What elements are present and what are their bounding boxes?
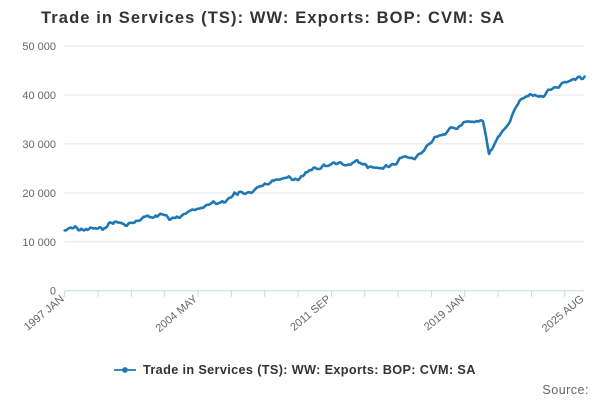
svg-text:50 000: 50 000 [22, 41, 56, 53]
svg-text:20 000: 20 000 [22, 188, 56, 200]
svg-text:2025 AUG: 2025 AUG [540, 293, 587, 335]
svg-text:1997 JAN: 1997 JAN [22, 293, 67, 333]
svg-text:40 000: 40 000 [22, 90, 56, 102]
svg-text:2011 SEP: 2011 SEP [288, 293, 333, 334]
svg-text:2019 JAN: 2019 JAN [422, 293, 467, 333]
svg-text:2004 MAY: 2004 MAY [154, 293, 201, 335]
svg-text:10 000: 10 000 [22, 237, 56, 249]
svg-text:30 000: 30 000 [22, 139, 56, 151]
